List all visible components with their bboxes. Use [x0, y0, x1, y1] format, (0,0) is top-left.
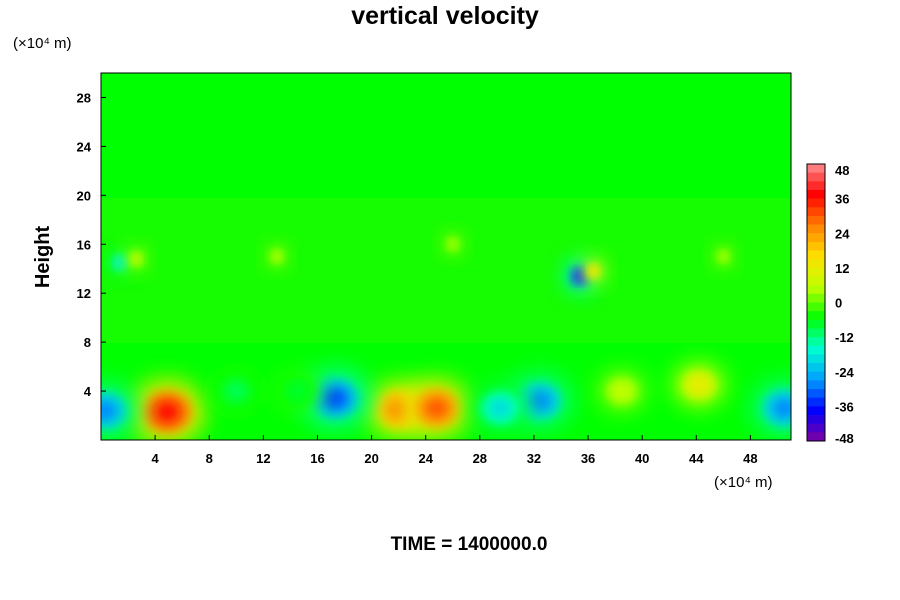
- colorbar-band: [807, 189, 825, 200]
- colorbar-band: [807, 406, 825, 416]
- colorbar-band: [807, 207, 825, 217]
- x-tick-label: 28: [473, 451, 487, 466]
- x-axis-ticks: 4 8 12 16 20 24 28 32 36 40 44 48: [152, 435, 758, 466]
- contour-feature: [128, 378, 206, 440]
- x-tick-label: 8: [206, 451, 213, 466]
- x-axis-unit: (×10⁴ m): [714, 474, 773, 491]
- contour-feature: [298, 366, 372, 431]
- x-tick-label: 16: [310, 451, 324, 466]
- y-axis-unit: (×10⁴ m): [13, 35, 72, 52]
- contour-feature: [469, 381, 532, 436]
- colorbar-band: [807, 233, 825, 243]
- colorbar-band: [807, 267, 825, 277]
- contour-feature: [597, 369, 647, 413]
- contour-feature: [442, 232, 464, 256]
- colorbar-band: [807, 302, 825, 312]
- colorbar-band: [807, 241, 825, 251]
- colorbar-tick-label: 24: [835, 226, 850, 241]
- contour-feature: [271, 368, 323, 414]
- colorbar-band: [807, 164, 825, 174]
- colorbar-tick-label: 48: [835, 163, 849, 178]
- colorbar-tick-label: 36: [835, 192, 849, 207]
- colorbar-band: [807, 172, 825, 182]
- colorbar-tick-label: -48: [835, 431, 854, 446]
- y-tick-label: 16: [77, 237, 91, 252]
- contour-feature: [671, 361, 727, 409]
- colorbar-band: [807, 397, 825, 407]
- x-tick-label: 20: [364, 451, 378, 466]
- x-tick-label: 24: [418, 451, 433, 466]
- colorbar-band: [807, 276, 825, 286]
- colorbar-tick-label: -12: [835, 330, 854, 345]
- colorbar-band: [807, 215, 825, 225]
- contour-feature: [209, 368, 263, 415]
- y-tick-label: 24: [77, 139, 92, 154]
- colorbar-band: [807, 432, 825, 442]
- colorbar-tick-label: -36: [835, 399, 854, 414]
- colorbar-band: [807, 250, 825, 260]
- contour-feature: [125, 246, 147, 272]
- contour-feature: [749, 377, 791, 439]
- contour-features: [101, 232, 791, 440]
- x-tick-label: 40: [635, 451, 649, 466]
- colorbar-tick-label: 0: [835, 296, 842, 311]
- y-tick-label: 12: [77, 286, 91, 301]
- lower-band-texture: [101, 198, 791, 343]
- y-tick-label: 8: [84, 335, 91, 350]
- colorbar-band: [807, 380, 825, 390]
- colorbar-band: [807, 311, 825, 321]
- colorbar-band: [807, 371, 825, 381]
- y-tick-label: 20: [77, 188, 91, 203]
- x-tick-label: 4: [152, 451, 160, 466]
- y-tick-label: 28: [77, 90, 91, 105]
- colorbar-band: [807, 363, 825, 373]
- time-label: TIME = 1400000.0: [391, 534, 548, 555]
- contour-feature: [713, 244, 734, 269]
- colorbar-band: [807, 423, 825, 433]
- contour-feature: [400, 377, 473, 440]
- colorbar-band: [807, 198, 825, 208]
- y-axis-ticks: 4 8 12 16 20 24 28: [77, 90, 106, 399]
- colorbar-band: [807, 328, 825, 338]
- plot-area: [101, 73, 791, 440]
- colorbar-tick-label: 12: [835, 261, 849, 276]
- x-tick-label: 44: [689, 451, 704, 466]
- x-tick-label: 12: [256, 451, 270, 466]
- colorbar-band: [807, 224, 825, 234]
- colorbar-band: [807, 415, 825, 425]
- contour-feature: [581, 257, 606, 285]
- colorbar-band: [807, 389, 825, 399]
- colorbar-frame: [806, 163, 826, 442]
- y-tick-label: 4: [84, 384, 92, 399]
- colorbar-band: [807, 293, 825, 303]
- colorbar-band: [807, 354, 825, 364]
- plot-frame: [100, 72, 792, 441]
- colorbar: [806, 163, 826, 442]
- colorbar-band: [807, 337, 825, 347]
- contour-feature: [101, 380, 140, 440]
- contour-feature: [266, 244, 288, 269]
- colorbar-ticks: 48 36 24 12 0 -12 -24 -36 -48: [835, 163, 855, 446]
- x-tick-label: 32: [527, 451, 541, 466]
- colorbar-band: [807, 181, 825, 191]
- y-axis-label: Height: [32, 226, 54, 289]
- colorbar-band: [807, 259, 825, 269]
- chart-title: vertical velocity: [351, 2, 539, 30]
- x-tick-label: 48: [743, 451, 757, 466]
- colorbar-band: [807, 319, 825, 329]
- colorbar-band: [807, 285, 825, 295]
- colorbar-tick-label: -24: [835, 365, 855, 380]
- colorbar-band: [807, 345, 825, 355]
- x-tick-label: 36: [581, 451, 595, 466]
